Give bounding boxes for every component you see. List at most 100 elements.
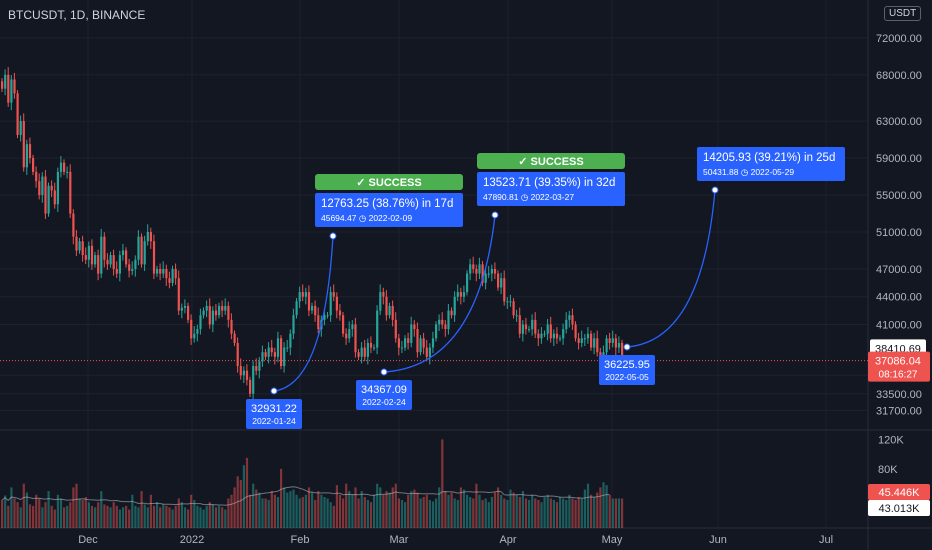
volume-bar [109,507,112,528]
volume-bar [509,489,512,528]
y-tick-label: 59000.00 [876,153,922,165]
candle-body [94,255,97,265]
projection-curve [273,235,334,392]
volume-bar [537,499,540,528]
projection-end-price-date: 45694.47 ◷ 2022-02-09 [321,213,412,223]
projection-start-label-box [356,380,412,410]
projection-start-date: 2022-01-24 [252,416,296,426]
candle-body [338,310,342,316]
candle-body [137,236,140,260]
volume-bar [391,487,394,528]
bar-countdown-text: 08:16:27 [879,370,918,381]
volume-bar [528,499,531,528]
candle-body [537,333,540,339]
volume-bar [425,494,428,528]
volume-bar [1,499,4,528]
candle-body [586,333,590,339]
volume-bar [28,504,32,528]
volume-bar [273,494,276,528]
projection-end-point [329,232,337,240]
candle-body [348,329,351,339]
volume-bar [35,494,38,528]
currency-button[interactable]: USDT [884,6,922,21]
candle-body [115,268,118,274]
candle-body [326,315,329,317]
candle-body [171,268,174,283]
candle-body [472,264,475,269]
volume-bar [242,465,245,528]
candle-body [524,324,528,330]
candle-body [280,338,283,367]
volume-bar [466,494,469,528]
volume-bar [369,502,373,528]
candle-body [276,338,280,357]
volume-bar [146,507,149,528]
volume-bar [515,494,518,528]
volume-bar [490,496,493,528]
volume-bar [87,502,90,528]
candle-body [509,301,512,303]
volume-bar [19,507,22,528]
volume-bar [140,491,143,528]
volume-bar [345,483,348,528]
x-tick-label: Jun [709,534,727,546]
candle-body [239,366,242,376]
candle-body [168,278,171,283]
volume-bar [177,498,180,528]
candle-body [289,333,292,348]
volume-bar [22,483,25,528]
volume-bar [596,492,599,528]
volume-bar [621,498,624,528]
volume-bar [100,491,103,528]
volume-bar [462,489,466,528]
volume-bar [84,496,87,528]
volume-bar [199,507,202,528]
candle-body [515,315,518,317]
candle-body [66,171,69,173]
candle-body [605,338,608,353]
candle-body [255,366,258,371]
y-tick-label: 51000.00 [876,227,922,239]
volume-bar [47,491,50,528]
candle-body [106,259,109,265]
volume-bar [450,492,453,528]
projection-start-point [623,343,631,351]
candle-body [382,292,385,297]
candle-body [540,333,543,339]
volume-ma-line [1,486,610,506]
volume-bar [518,496,521,528]
candle-body [493,268,497,274]
candle-body [252,366,255,394]
candle-body [317,315,320,330]
volume-bar [410,491,413,528]
volume-bar [171,509,174,528]
volume-bar [286,492,289,528]
candle-body [602,352,605,357]
candle-body [44,176,47,214]
volume-tick-label: 80K [878,464,898,476]
candle-body [128,264,131,271]
volume-bar [106,505,109,528]
candle-body [202,310,205,316]
volume-bar [363,496,366,528]
volume-bar [41,507,44,528]
candle-body [298,292,301,302]
candle-body [466,273,469,293]
candle-body [19,121,22,135]
volume-bar [304,494,307,528]
candle-body [583,338,586,340]
volume-bar [267,499,270,528]
volume-bar [605,485,608,528]
candle-body [379,292,382,311]
candle-body [462,292,466,297]
volume-bar [81,499,84,528]
candle-body [267,347,270,357]
candle-body [599,352,602,357]
candles [1,67,624,401]
symbol-title: BTCUSDT, 1D, BINANCE [8,8,146,22]
projection-end-point [711,186,719,194]
volume-bar [611,498,614,528]
volume-bar [280,468,283,528]
candle-body [497,273,500,288]
candle-body [580,338,583,343]
